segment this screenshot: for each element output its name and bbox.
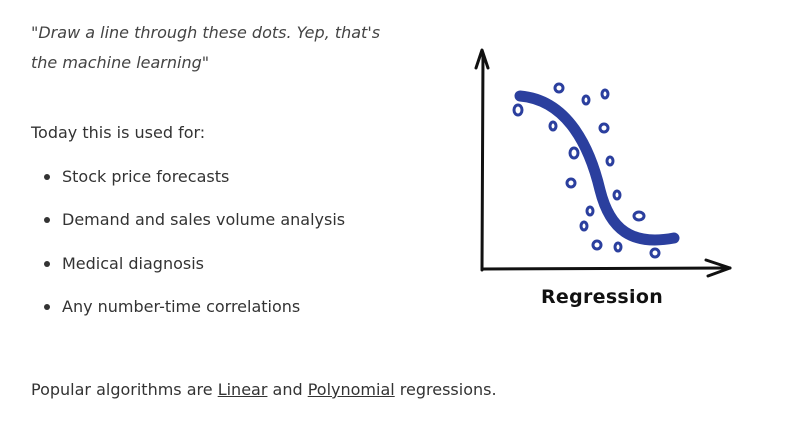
outro-middle: and [267, 380, 308, 399]
y-axis [480, 52, 485, 272]
x-axis [480, 266, 732, 271]
quote-line-1: "Draw a line through these dots. Yep, th… [31, 23, 381, 42]
polynomial-regression-link[interactable]: Polynomial [307, 380, 395, 399]
data-point [600, 88, 610, 100]
data-point [591, 239, 603, 251]
data-point [553, 82, 565, 94]
list-item: Stock price forecasts [44, 165, 345, 208]
list-item-label: Demand and sales volume analysis [62, 210, 346, 230]
bullet-icon [44, 217, 50, 224]
data-point [598, 122, 610, 134]
quote-text: "Draw a line through these dots. Yep, th… [31, 18, 411, 78]
data-point [512, 103, 524, 117]
data-point [568, 146, 580, 160]
data-point [612, 189, 622, 201]
list-item-label: Stock price forecasts [62, 167, 230, 186]
intro-text: Today this is used for: [31, 123, 206, 142]
outro-suffix: regressions. [394, 380, 497, 399]
regression-illustration [474, 48, 732, 278]
bullet-icon [44, 260, 50, 267]
list-item-label: Medical diagnosis [62, 253, 204, 273]
regression-curve [514, 90, 680, 246]
outro-prefix: Popular algorithms are [31, 380, 218, 399]
list-item: Medical diagnosis [44, 252, 345, 295]
bullet-icon [44, 303, 50, 310]
list-item: Any number-time correlations [44, 295, 345, 338]
data-point [632, 210, 646, 222]
y-axis-arrowhead [474, 48, 490, 70]
data-point [579, 220, 589, 232]
uses-list: Stock price forecasts Demand and sales v… [44, 165, 345, 338]
data-point [605, 155, 615, 167]
illustration-caption: Regression [540, 286, 664, 308]
quote-line-2: the machine learning" [31, 53, 210, 72]
list-item-label: Any number-time correlations [62, 296, 301, 316]
data-point [548, 120, 558, 132]
data-point [649, 247, 661, 259]
data-point [613, 241, 623, 253]
data-points [512, 82, 661, 259]
linear-regression-link[interactable]: Linear [217, 380, 268, 399]
data-point [581, 94, 591, 106]
data-point [565, 177, 577, 189]
x-axis-arrowhead [704, 258, 732, 278]
list-item: Demand and sales volume analysis [44, 208, 345, 251]
data-point [585, 205, 595, 217]
outro-text: Popular algorithms are Linear and Polyno… [31, 378, 497, 402]
bullet-icon [44, 174, 50, 180]
